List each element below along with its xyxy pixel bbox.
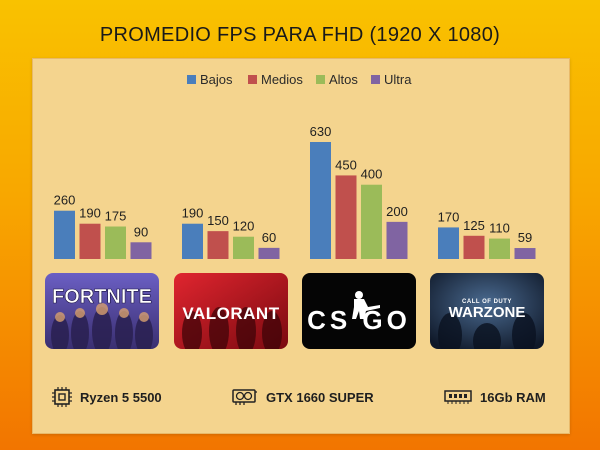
data-label: 190 [79,206,101,221]
data-label: 120 [233,219,255,234]
spec-cpu-label: Ryzen 5 5500 [80,389,162,405]
thumbnail-valorant: VALORANT [174,273,288,349]
bar-altos [361,184,382,259]
data-label: 190 [182,206,204,221]
bar-medios [335,175,357,259]
bar-ultra [514,248,536,259]
legend-swatch-bajos [187,75,196,84]
bar-ultra [386,221,408,259]
legend-label-medios: Medios [261,72,303,87]
data-label: 59 [518,230,532,245]
data-label: 450 [335,157,357,172]
bar-bajos [310,142,331,259]
data-label: 175 [105,209,127,224]
bar-altos [233,236,254,259]
thumbnail-fortnite: FORTNITE [45,273,159,349]
bar-ultra [258,247,280,259]
spec-gpu: GTX 1660 SUPER [232,386,374,408]
bar-ultra [130,242,152,259]
data-label: 60 [262,230,276,245]
data-label: 150 [207,213,229,228]
spec-ram-label: 16Gb RAM [480,389,546,405]
data-label: 400 [361,167,383,182]
bar-medios [463,235,485,259]
legend-label-ultra: Ultra [384,72,412,87]
fortnite-logo-text: FORTNITE [52,286,152,308]
data-label: 200 [386,204,408,219]
valorant-logo-text: VALORANT [182,304,279,323]
data-label: 260 [54,193,76,208]
bar-bajos [182,223,203,259]
data-label: 90 [134,224,148,239]
legend-swatch-medios [248,75,257,84]
data-label: 630 [310,124,332,139]
bar-medios [207,231,229,259]
spec-ram: 16Gb RAM [444,386,546,408]
legend: Bajos Medios Altos Ultra [187,72,412,87]
bar-medios [79,223,101,259]
bar-group-valorant: 190 150 120 60 [182,206,280,259]
spec-gpu-label: GTX 1660 SUPER [266,389,374,405]
warzone-logo-text: WARZONE [449,304,526,321]
bar-altos [105,226,126,259]
legend-swatch-altos [316,75,325,84]
bar-bajos [438,227,459,259]
chart-title: PROMEDIO FPS PARA FHD (1920 X 1080) [99,24,501,46]
gpu-icon [232,388,258,406]
legend-swatch-ultra [371,75,380,84]
spec-cpu: Ryzen 5 5500 [52,386,162,408]
thumbnail-warzone: CALL OF DUTY WARZONE [430,273,544,349]
data-label: 170 [438,209,460,224]
data-label: 110 [489,221,510,236]
thumbnail-csgo: CS GO [302,273,416,349]
bar-bajos [54,210,75,259]
bar-group-csgo: 630 450 400 200 [310,124,408,259]
ram-icon [444,388,472,406]
bar-altos [489,238,510,259]
legend-label-altos: Altos [329,72,358,87]
legend-label-bajos: Bajos [200,72,233,87]
warzone-pretitle: CALL OF DUTY [462,299,512,305]
cpu-icon [52,387,72,407]
data-label: 125 [463,218,485,233]
soldier-silhouette-icon [352,291,380,319]
